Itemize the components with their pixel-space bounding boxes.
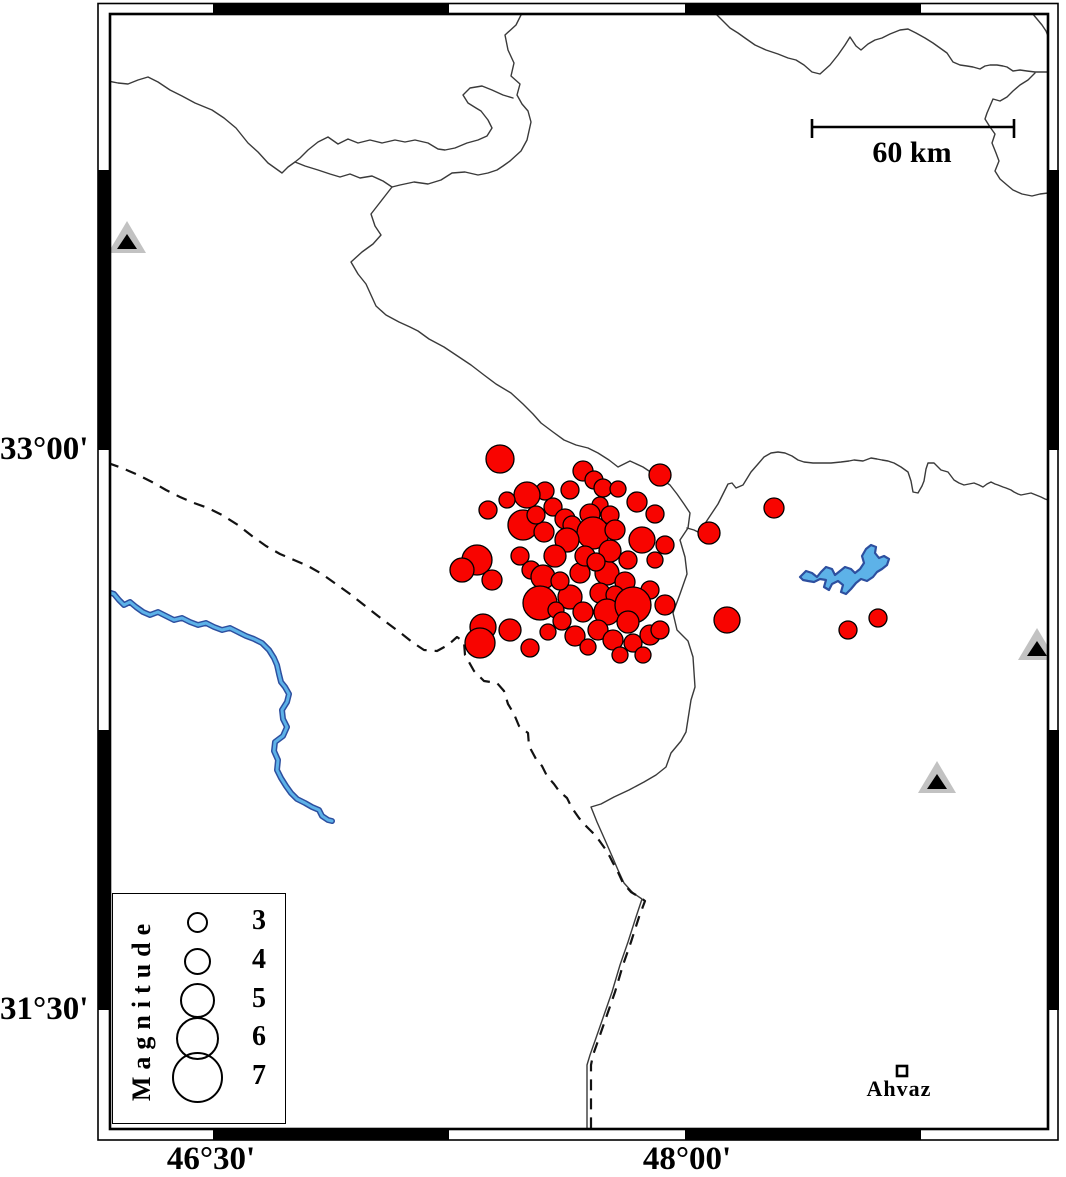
earthquake-marker [533, 521, 555, 543]
earthquake-marker [510, 546, 530, 566]
earthquake-marker [498, 618, 522, 642]
earthquake-marker [604, 519, 626, 541]
legend-label: 5 [252, 982, 266, 1014]
map-frame [97, 2, 1059, 1141]
earthquake-marker [623, 633, 643, 653]
lake [798, 543, 891, 596]
earthquake-marker [449, 557, 475, 583]
earthquake-marker [464, 627, 496, 659]
legend-label: 6 [252, 1021, 266, 1053]
legend-label: 7 [252, 1060, 266, 1091]
city-label: Ahvaz [866, 1076, 932, 1101]
earthquake-marker [587, 619, 609, 641]
legend-label: 3 [252, 905, 266, 936]
earthquake-marker [838, 620, 858, 640]
legend-title: Magnitude [127, 916, 156, 1101]
lat-label-33-00: 33°00' [0, 431, 89, 467]
legend-circle-m5 [180, 982, 215, 1018]
earthquake-marker [618, 550, 638, 570]
earthquake-marker [646, 551, 664, 569]
scale-bar [810, 119, 1016, 138]
station-triangle-core [927, 774, 947, 789]
city-marker-square [895, 1064, 909, 1078]
earthquake-marker [616, 610, 640, 634]
magnitude-legend: Magnitude 3 4 5 6 7 [112, 893, 286, 1124]
earthquake-marker [579, 638, 597, 656]
earthquake-marker [485, 444, 515, 474]
earthquake-marker [611, 646, 629, 664]
earthquake-marker [586, 552, 606, 572]
earthquake-marker [550, 571, 570, 591]
earthquake-marker [539, 623, 557, 641]
lon-label-48-00: 48°00' [642, 1141, 732, 1177]
earthquake-marker [626, 491, 648, 513]
legend-circle-m4 [184, 947, 211, 975]
earthquake-marker [697, 521, 721, 545]
international-border [111, 462, 647, 1128]
earthquake-marker [648, 463, 672, 487]
earthquake-marker [520, 638, 540, 658]
lat-label-31-30: 31°30' [0, 991, 89, 1027]
earthquake-marker [655, 535, 675, 555]
earthquake-marker [560, 480, 580, 500]
station-triangle-core [1027, 641, 1047, 656]
earthquake-marker [526, 505, 546, 525]
earthquake-marker [593, 478, 613, 498]
scale-bar-label: 60 km [872, 136, 952, 169]
earthquake-marker [628, 526, 656, 554]
earthquake-marker [868, 608, 888, 628]
earthquake-marker [478, 500, 498, 520]
legend-label: 4 [252, 943, 266, 975]
earthquake-marker [763, 497, 785, 519]
earthquake-layer [449, 444, 888, 664]
station-layer [111, 221, 1047, 793]
earthquake-marker [557, 584, 583, 610]
river [111, 589, 335, 824]
earthquake-marker [564, 625, 586, 647]
earthquake-marker [554, 527, 580, 553]
earthquake-marker [513, 481, 541, 509]
legend-circle-m7 [172, 1052, 223, 1103]
earthquake-marker [713, 606, 741, 634]
legend-circle-m3 [187, 912, 208, 933]
province-borders [111, 14, 1047, 1129]
earthquake-marker [481, 569, 503, 591]
lon-label-46-30: 46°30' [166, 1141, 256, 1177]
earthquake-marker [634, 646, 652, 664]
earthquake-marker [572, 601, 594, 623]
earthquake-marker [498, 491, 516, 509]
earthquake-marker [609, 480, 627, 498]
station-triangle-core [117, 234, 137, 249]
earthquake-marker [543, 544, 567, 568]
earthquake-marker [598, 539, 622, 563]
earthquake-marker [654, 594, 676, 616]
earthquake-marker [650, 620, 670, 640]
earthquake-marker [645, 504, 665, 524]
earthquake-marker [552, 611, 572, 631]
